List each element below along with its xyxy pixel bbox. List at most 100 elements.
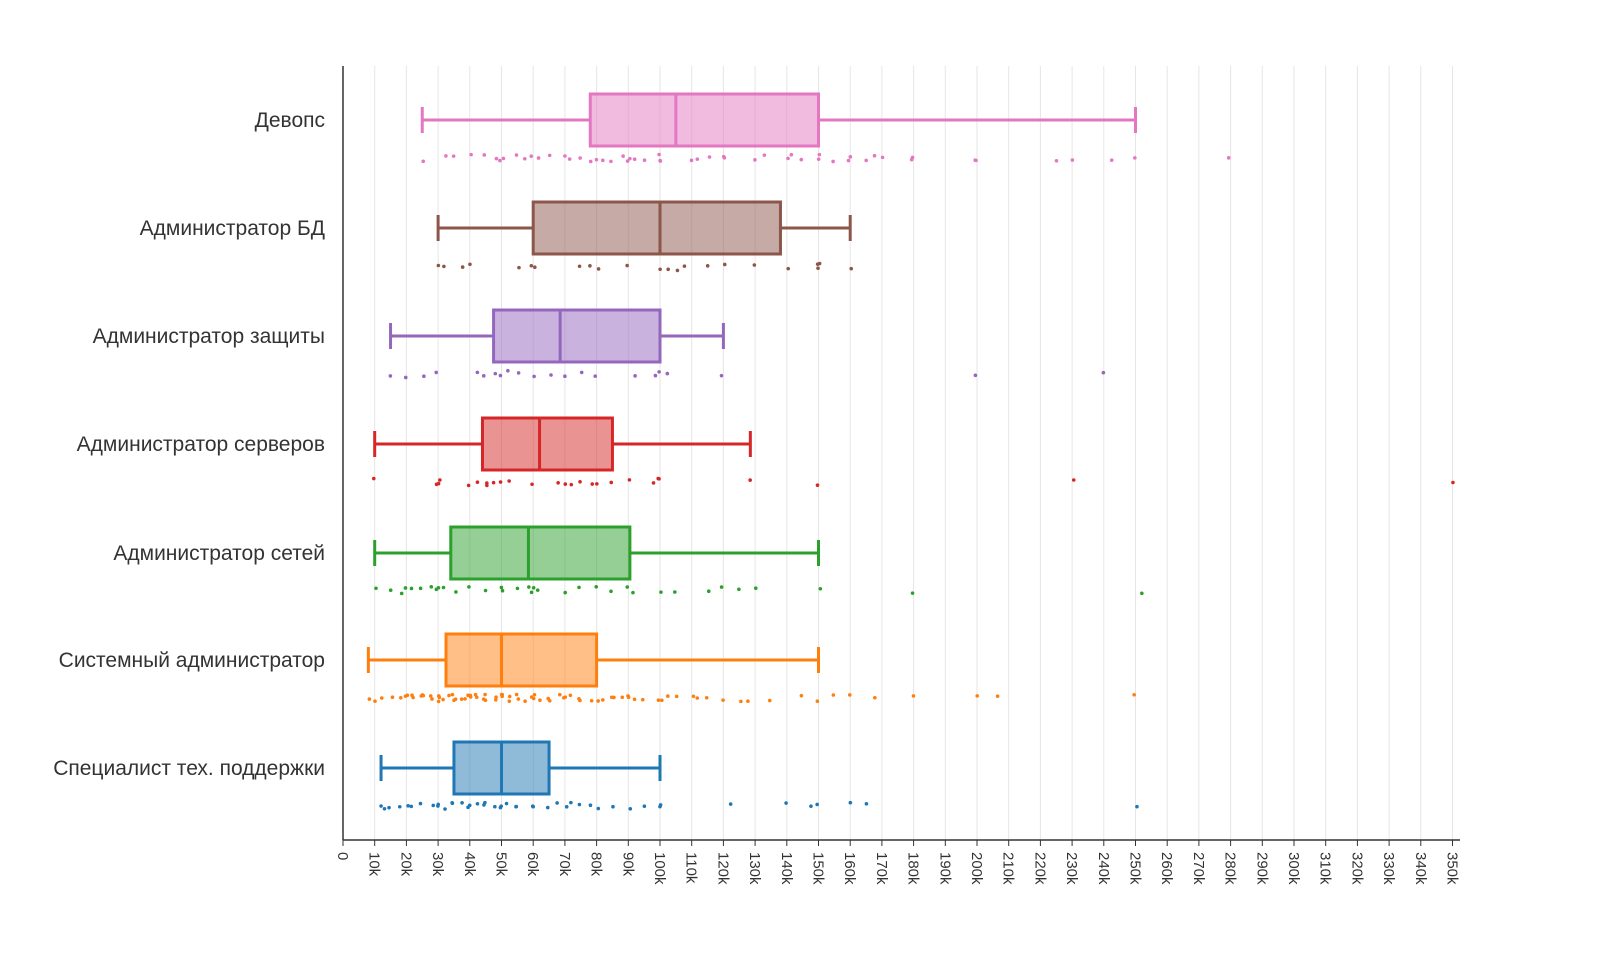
data-point xyxy=(658,267,662,272)
box-iqr[interactable] xyxy=(492,308,662,364)
data-point xyxy=(657,152,661,157)
data-point xyxy=(374,586,378,591)
data-point xyxy=(864,158,868,163)
data-point xyxy=(473,692,478,697)
data-point xyxy=(555,801,559,805)
data-point xyxy=(451,154,456,158)
x-tick-label: 270k xyxy=(1190,852,1207,885)
data-point xyxy=(1109,158,1114,162)
data-point xyxy=(406,804,410,808)
data-point xyxy=(436,804,440,808)
data-point xyxy=(658,158,662,163)
data-point xyxy=(809,804,813,808)
data-point xyxy=(516,371,521,375)
data-point xyxy=(507,699,512,704)
data-point xyxy=(387,805,391,810)
data-point xyxy=(507,694,512,699)
data-point xyxy=(506,368,510,373)
data-point xyxy=(721,154,726,159)
data-point xyxy=(460,265,465,269)
data-point xyxy=(864,801,869,806)
data-point xyxy=(817,152,822,157)
data-point xyxy=(589,698,594,703)
data-point xyxy=(753,158,757,162)
data-point xyxy=(799,157,804,162)
data-point xyxy=(444,154,448,158)
x-tick-label: 210k xyxy=(1000,852,1017,885)
data-point xyxy=(436,585,441,590)
point-layer xyxy=(367,152,1455,811)
data-point xyxy=(399,591,404,596)
data-point xyxy=(428,694,433,698)
data-point xyxy=(531,804,535,809)
data-point xyxy=(816,266,820,271)
label-layer: Девопс Администратор БД Администратор защи… xyxy=(53,109,325,780)
box-iqr[interactable] xyxy=(449,525,632,581)
data-point xyxy=(397,804,402,809)
box-iqr[interactable] xyxy=(531,200,782,256)
data-point xyxy=(975,694,979,698)
category-label: Девопс xyxy=(255,109,325,132)
data-point xyxy=(493,697,498,702)
x-tick-label: 50k xyxy=(493,852,510,877)
data-point xyxy=(786,266,791,271)
data-point xyxy=(422,374,426,379)
data-point xyxy=(739,699,743,704)
data-point xyxy=(441,697,445,702)
data-point xyxy=(507,479,511,483)
data-point xyxy=(872,153,877,158)
x-tick-label: 150k xyxy=(810,852,827,885)
data-point xyxy=(631,590,635,595)
data-point xyxy=(1054,158,1059,163)
data-point xyxy=(409,586,414,591)
data-point xyxy=(691,694,696,699)
data-point xyxy=(666,694,670,698)
data-point xyxy=(815,483,820,488)
data-point xyxy=(467,803,472,808)
data-point xyxy=(625,585,630,589)
data-point xyxy=(642,158,647,163)
data-point xyxy=(880,155,885,160)
box-iqr[interactable] xyxy=(444,632,599,688)
x-tick-label: 230k xyxy=(1063,852,1080,885)
box-layer xyxy=(366,92,1137,796)
data-point xyxy=(459,697,464,701)
data-point xyxy=(625,159,630,163)
box-iqr[interactable] xyxy=(480,416,614,472)
data-point xyxy=(418,801,423,806)
x-tick-label: 260k xyxy=(1158,852,1175,885)
data-point xyxy=(533,265,537,270)
x-tick-label: 340k xyxy=(1412,852,1429,885)
data-point xyxy=(596,806,601,811)
data-point xyxy=(799,693,804,698)
data-point xyxy=(705,264,710,268)
data-point xyxy=(481,697,486,701)
data-point xyxy=(706,589,711,594)
data-point xyxy=(569,800,573,805)
data-point xyxy=(995,694,1000,698)
data-point xyxy=(563,482,568,486)
data-point xyxy=(467,585,471,589)
data-point xyxy=(817,261,822,266)
data-point xyxy=(695,696,700,700)
category-label: Администратор защиты xyxy=(93,325,325,348)
data-point xyxy=(452,698,456,703)
data-point xyxy=(468,693,473,698)
x-tick-label: 80k xyxy=(588,852,605,877)
data-point xyxy=(373,699,377,703)
data-point xyxy=(722,262,727,267)
data-point xyxy=(468,262,472,267)
data-point xyxy=(659,590,663,594)
data-point xyxy=(493,804,497,809)
data-point xyxy=(409,804,414,809)
data-point xyxy=(657,477,661,481)
data-point xyxy=(531,696,536,701)
data-point xyxy=(493,371,498,376)
data-point xyxy=(535,588,540,592)
box-iqr[interactable] xyxy=(588,92,821,148)
data-point xyxy=(567,157,572,161)
x-tick-label: 130k xyxy=(746,852,763,885)
data-point xyxy=(531,586,536,590)
x-tick-label: 330k xyxy=(1380,852,1397,885)
data-point xyxy=(500,692,505,697)
